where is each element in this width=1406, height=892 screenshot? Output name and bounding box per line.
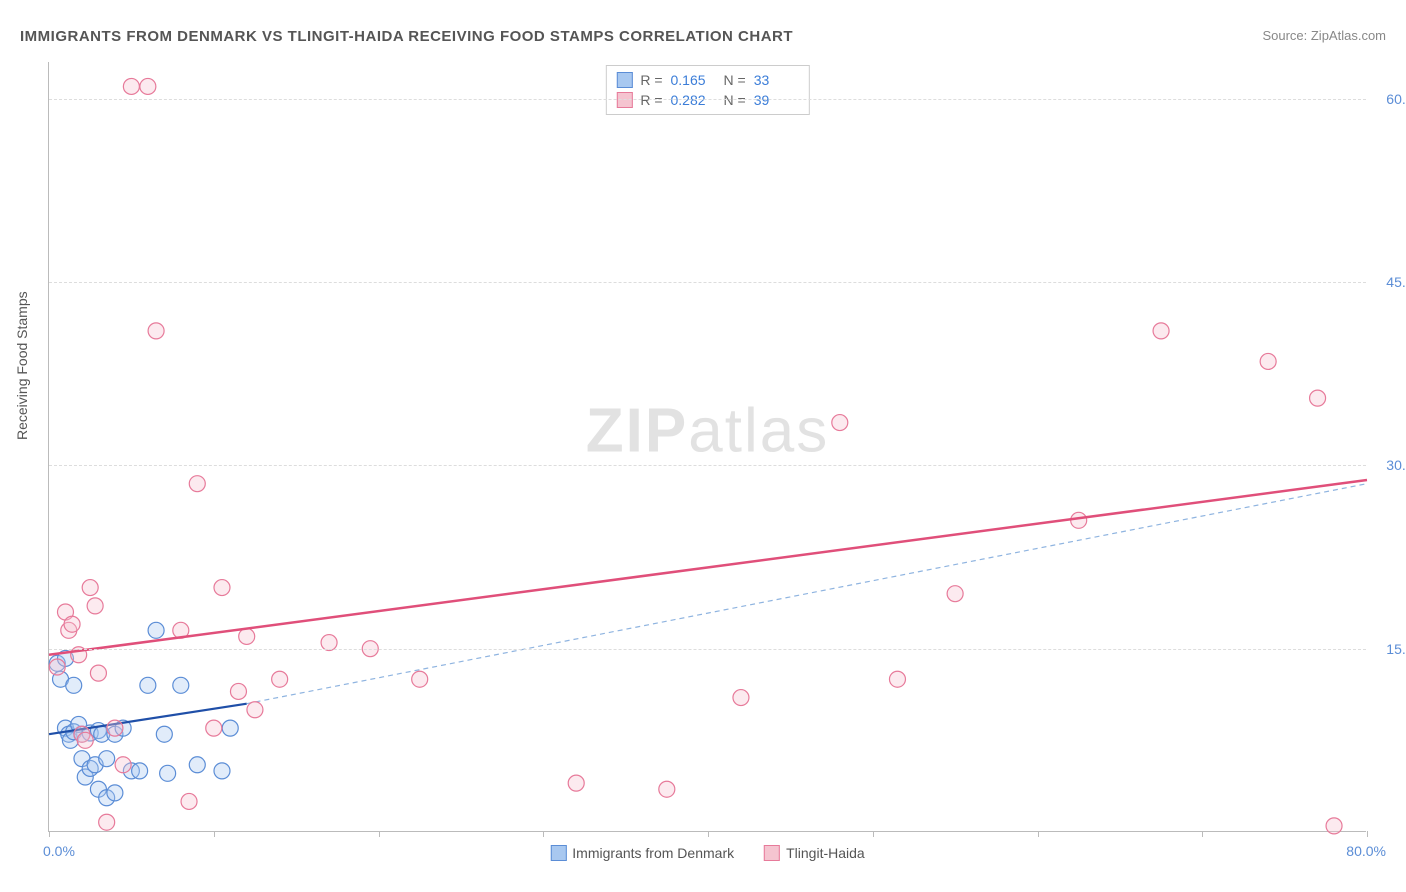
data-point-tlingit — [230, 683, 246, 699]
x-tick — [1202, 831, 1203, 837]
correlation-legend: R = 0.165 N = 33 R = 0.282 N = 39 — [605, 65, 809, 115]
r-value-denmark: 0.165 — [671, 72, 716, 88]
chart-container: IMMIGRANTS FROM DENMARK VS TLINGIT-HAIDA… — [0, 0, 1406, 892]
correlation-row-tlingit: R = 0.282 N = 39 — [616, 90, 798, 110]
swatch-denmark-bottom — [550, 845, 566, 861]
data-point-tlingit — [49, 659, 65, 675]
data-point-tlingit — [214, 580, 230, 596]
gridline-h — [49, 282, 1366, 283]
scatter-svg — [49, 62, 1366, 831]
data-point-denmark — [189, 757, 205, 773]
plot-area: ZIPatlas R = 0.165 N = 33 R = 0.282 N = … — [48, 62, 1366, 832]
r-label: R = — [640, 92, 662, 108]
x-axis-min-label: 0.0% — [43, 843, 75, 859]
data-point-tlingit — [568, 775, 584, 791]
data-point-denmark — [148, 622, 164, 638]
swatch-tlingit — [616, 92, 632, 108]
data-point-tlingit — [64, 616, 80, 632]
x-tick — [1367, 831, 1368, 837]
y-tick-label: 30.0% — [1386, 457, 1406, 473]
correlation-row-denmark: R = 0.165 N = 33 — [616, 70, 798, 90]
source-attribution: Source: ZipAtlas.com — [1262, 28, 1386, 43]
data-point-tlingit — [1071, 512, 1087, 528]
series-legend: Immigrants from Denmark Tlingit-Haida — [550, 845, 864, 861]
x-tick — [873, 831, 874, 837]
data-point-tlingit — [206, 720, 222, 736]
x-tick — [1038, 831, 1039, 837]
data-point-denmark — [107, 785, 123, 801]
swatch-tlingit-bottom — [764, 845, 780, 861]
data-point-tlingit — [1153, 323, 1169, 339]
data-point-tlingit — [412, 671, 428, 687]
data-point-denmark — [214, 763, 230, 779]
trendline-tlingit — [49, 480, 1367, 655]
gridline-h — [49, 465, 1366, 466]
y-tick-label: 60.0% — [1386, 91, 1406, 107]
gridline-h — [49, 649, 1366, 650]
data-point-tlingit — [889, 671, 905, 687]
data-point-tlingit — [115, 757, 131, 773]
gridline-h — [49, 99, 1366, 100]
legend-item-tlingit: Tlingit-Haida — [764, 845, 865, 861]
x-tick — [214, 831, 215, 837]
y-axis-label: Receiving Food Stamps — [14, 291, 30, 440]
data-point-denmark — [132, 763, 148, 779]
n-label: N = — [724, 72, 746, 88]
data-point-tlingit — [189, 476, 205, 492]
data-point-tlingit — [77, 732, 93, 748]
data-point-tlingit — [99, 814, 115, 830]
x-tick — [49, 831, 50, 837]
n-value-tlingit: 39 — [754, 92, 799, 108]
r-label: R = — [640, 72, 662, 88]
legend-label-denmark: Immigrants from Denmark — [572, 845, 734, 861]
n-value-denmark: 33 — [754, 72, 799, 88]
data-point-denmark — [66, 677, 82, 693]
data-point-tlingit — [659, 781, 675, 797]
data-point-tlingit — [832, 415, 848, 431]
y-tick-label: 15.0% — [1386, 641, 1406, 657]
data-point-denmark — [222, 720, 238, 736]
r-value-tlingit: 0.282 — [671, 92, 716, 108]
x-tick — [379, 831, 380, 837]
data-point-tlingit — [140, 78, 156, 94]
x-tick — [543, 831, 544, 837]
legend-item-denmark: Immigrants from Denmark — [550, 845, 734, 861]
data-point-tlingit — [272, 671, 288, 687]
x-axis-max-label: 80.0% — [1346, 843, 1386, 859]
data-point-tlingit — [247, 702, 263, 718]
data-point-tlingit — [1260, 353, 1276, 369]
data-point-tlingit — [123, 78, 139, 94]
data-point-tlingit — [1310, 390, 1326, 406]
data-point-tlingit — [181, 793, 197, 809]
data-point-denmark — [140, 677, 156, 693]
data-point-tlingit — [1326, 818, 1342, 834]
data-point-denmark — [156, 726, 172, 742]
y-tick-label: 45.0% — [1386, 274, 1406, 290]
data-point-tlingit — [90, 665, 106, 681]
swatch-denmark — [616, 72, 632, 88]
data-point-tlingit — [239, 628, 255, 644]
data-point-tlingit — [82, 580, 98, 596]
data-point-denmark — [99, 751, 115, 767]
chart-title: IMMIGRANTS FROM DENMARK VS TLINGIT-HAIDA… — [20, 28, 793, 45]
legend-label-tlingit: Tlingit-Haida — [786, 845, 865, 861]
data-point-tlingit — [107, 720, 123, 736]
data-point-tlingit — [148, 323, 164, 339]
trendline-extrapolated-denmark — [247, 484, 1367, 704]
data-point-denmark — [173, 677, 189, 693]
data-point-tlingit — [947, 586, 963, 602]
data-point-denmark — [160, 765, 176, 781]
data-point-tlingit — [87, 598, 103, 614]
x-tick — [708, 831, 709, 837]
n-label: N = — [724, 92, 746, 108]
data-point-tlingit — [733, 690, 749, 706]
